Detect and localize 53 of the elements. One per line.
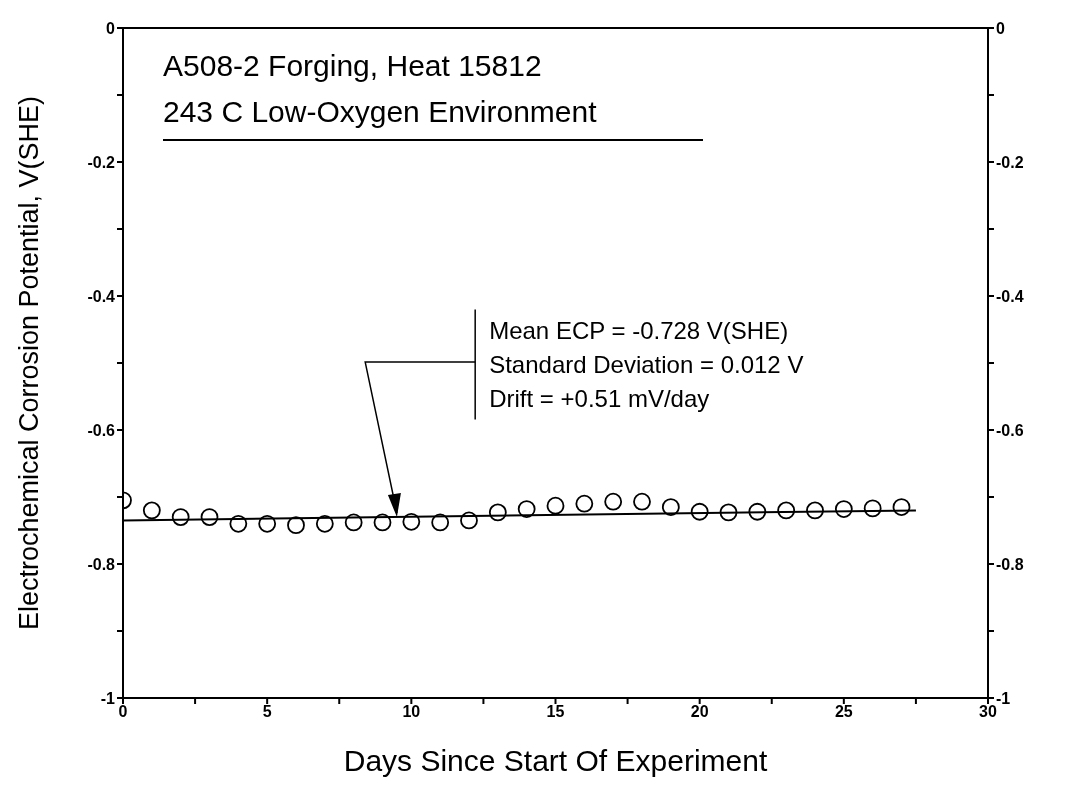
x-tick-label: 30: [979, 703, 997, 721]
x-tick-label: 5: [262, 703, 272, 721]
point: [344, 513, 363, 532]
x-tick-label: 10: [402, 703, 421, 721]
point: [690, 502, 709, 521]
annotation: Drift = +0.51 mV/day: [489, 385, 710, 413]
text: A508-2 Forging, Heat 15812: [163, 49, 542, 82]
y-axis-title: Electrochemical Corrosion Potential, V(SHE): [13, 95, 44, 631]
y2-tick-label: -0.8: [996, 555, 1024, 573]
y-tick-label: -0.6: [87, 421, 116, 439]
point: [806, 501, 824, 520]
y-tick-label: -0.8: [87, 555, 116, 573]
annotation: Mean ECP = -0.728 V(SHE): [489, 317, 789, 345]
x-tick-label: 0: [118, 703, 128, 721]
point: [460, 511, 478, 530]
point: [748, 502, 767, 521]
y-tick-label: -0.2: [87, 153, 116, 171]
y2-tick-label: -0.2: [996, 153, 1024, 171]
point: [200, 508, 219, 526]
point: [258, 514, 277, 533]
annotation: Standard Deviation = 0.012 V: [489, 351, 804, 379]
x-tick-label: 15: [546, 703, 565, 721]
point: [431, 513, 450, 532]
point: [892, 498, 911, 516]
y-tick-label: -0.4: [87, 287, 116, 305]
x-tick-label: 25: [834, 703, 853, 721]
y2-tick-label: -1: [996, 689, 1011, 707]
point: [171, 508, 190, 526]
text: 243 C Low-Oxygen Environment: [163, 95, 598, 128]
point: [633, 492, 651, 511]
point: [402, 512, 421, 531]
point: [777, 501, 796, 520]
point: [373, 513, 392, 532]
x-tick-label: 20: [690, 703, 709, 721]
point: [287, 516, 305, 535]
point: [719, 503, 738, 522]
point: [315, 514, 334, 533]
y-tick-label: 0: [106, 19, 116, 37]
y-tick-label: -1: [100, 689, 116, 707]
point: [546, 496, 565, 515]
y2-tick-label: -0.6: [996, 421, 1024, 439]
x-axis-title: Days Since Start Of Experiment: [343, 744, 768, 777]
point: [517, 500, 536, 518]
y2-tick-label: 0: [996, 19, 1005, 37]
point: [488, 503, 507, 522]
y2-tick-label: -0.4: [996, 287, 1024, 305]
point: [834, 500, 853, 518]
point: [229, 514, 248, 533]
point: [661, 498, 680, 516]
point: [604, 492, 623, 511]
point: [575, 494, 594, 513]
point: [142, 501, 161, 520]
point: [863, 499, 882, 518]
